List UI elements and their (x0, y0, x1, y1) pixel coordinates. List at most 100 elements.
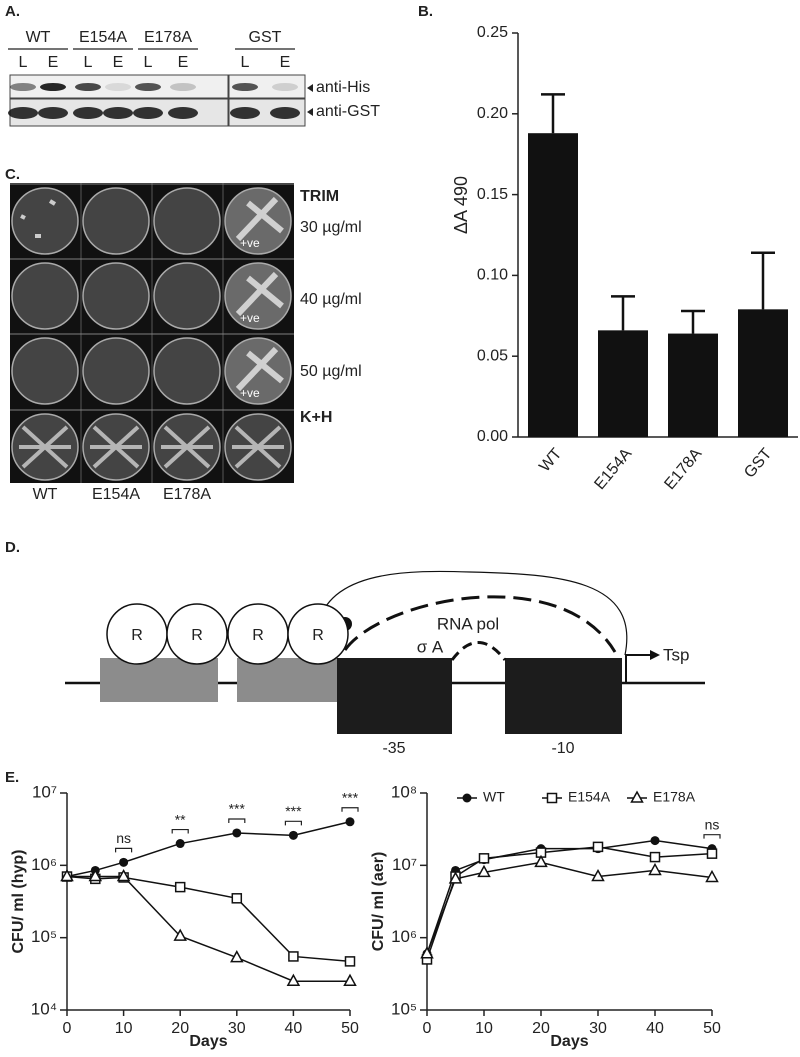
plate (153, 262, 221, 330)
x-tick-label: 40 (285, 1020, 303, 1037)
significance-label: *** (285, 803, 302, 819)
plate (82, 337, 150, 405)
data-point (230, 950, 244, 963)
data-point (88, 868, 103, 882)
significance-bracket (115, 847, 133, 853)
data-point (119, 857, 129, 867)
data-point (231, 893, 243, 904)
arrowhead (307, 84, 313, 92)
series-line (426, 846, 713, 960)
band (133, 107, 163, 119)
bar (738, 309, 788, 437)
box-label: -35 (382, 740, 405, 757)
x-tick-label: 30 (589, 1020, 607, 1037)
data-point (478, 853, 490, 864)
y-tick-label: 10⁸ (391, 782, 417, 801)
data-point (116, 868, 131, 882)
row-label: 30 µg/ml (300, 219, 362, 236)
row-label: 50 µg/ml (300, 363, 362, 380)
row-label: TRIM (300, 188, 339, 205)
y-axis-label: CFU/ ml (aer) (370, 852, 387, 952)
panel-label: B. (418, 3, 433, 20)
band (73, 107, 103, 119)
sigma-label: σ A (417, 637, 444, 656)
repressor (287, 603, 349, 665)
plate (11, 187, 79, 255)
streak (235, 271, 284, 317)
legend-label: WT (483, 789, 505, 805)
arrowhead (307, 108, 313, 116)
legend-marker (546, 792, 558, 804)
data-point (705, 869, 719, 883)
x-tick-label: 10 (475, 1020, 493, 1037)
significance-label: ns (116, 830, 131, 846)
data-point (477, 864, 491, 878)
data-point (288, 951, 299, 962)
band (135, 83, 161, 91)
streak (161, 425, 213, 469)
data-point (591, 868, 605, 882)
group-label: E154A (79, 29, 127, 46)
promoter-box (505, 658, 622, 734)
significance-label: ns (705, 816, 720, 832)
data-point (448, 871, 463, 884)
repressor-label: R (191, 627, 203, 644)
data-point (534, 854, 548, 868)
column-label: WT (33, 486, 58, 503)
lane-label: E (280, 54, 291, 71)
streak (235, 196, 284, 242)
error-bar (541, 93, 565, 134)
panel-label: A. (5, 3, 20, 20)
band (230, 107, 260, 119)
antibody-label: anti-GST (316, 103, 380, 120)
sigma-linker (450, 641, 507, 661)
significance-bracket (284, 820, 302, 826)
band (105, 83, 131, 91)
x-tick-label: 20 (532, 1020, 550, 1037)
band (270, 107, 300, 119)
data-point (60, 868, 74, 882)
streak (19, 425, 71, 469)
data-point (706, 848, 718, 859)
data-point (650, 836, 660, 846)
y-tick-label: 10⁵ (391, 999, 417, 1018)
repressor (166, 603, 228, 665)
y-axis-label: ΔA 490 (451, 176, 471, 234)
panel-label: C. (5, 166, 20, 183)
band (10, 83, 36, 91)
y-tick-label: 0.10 (477, 267, 508, 284)
data-point (175, 839, 185, 849)
lane-label: L (241, 54, 250, 71)
band (75, 83, 101, 91)
x-axis-label: Days (189, 1033, 227, 1050)
y-tick-label: 10⁵ (31, 927, 57, 946)
x-tick-label: 50 (341, 1020, 359, 1037)
y-tick-label: 10⁴ (31, 999, 57, 1018)
data-point (420, 946, 434, 959)
significance-bracket (228, 818, 246, 823)
significance-label: *** (229, 801, 246, 817)
column-label: E154A (92, 486, 140, 503)
plate (82, 187, 150, 255)
bar (598, 330, 648, 437)
polymerase-label: RNA pol (437, 614, 499, 633)
data-point (343, 973, 357, 986)
tsp-arrow (625, 654, 650, 683)
x-tick-label: 40 (646, 1020, 664, 1037)
column-label: E178A (163, 486, 211, 503)
repressor-label: R (312, 627, 324, 644)
bar (668, 333, 718, 437)
band (8, 107, 38, 119)
band (103, 107, 133, 119)
control-label: +ve (240, 311, 260, 325)
x-tick-label: E178A (661, 445, 705, 493)
significance-bracket (341, 807, 359, 812)
error-bar (751, 251, 775, 310)
band (170, 83, 196, 91)
streak (232, 425, 284, 469)
data-point (592, 841, 604, 853)
group-label: E178A (144, 29, 192, 46)
significance-label: ** (175, 811, 186, 827)
data-point (344, 956, 356, 967)
x-tick-label: E154A (591, 445, 635, 493)
